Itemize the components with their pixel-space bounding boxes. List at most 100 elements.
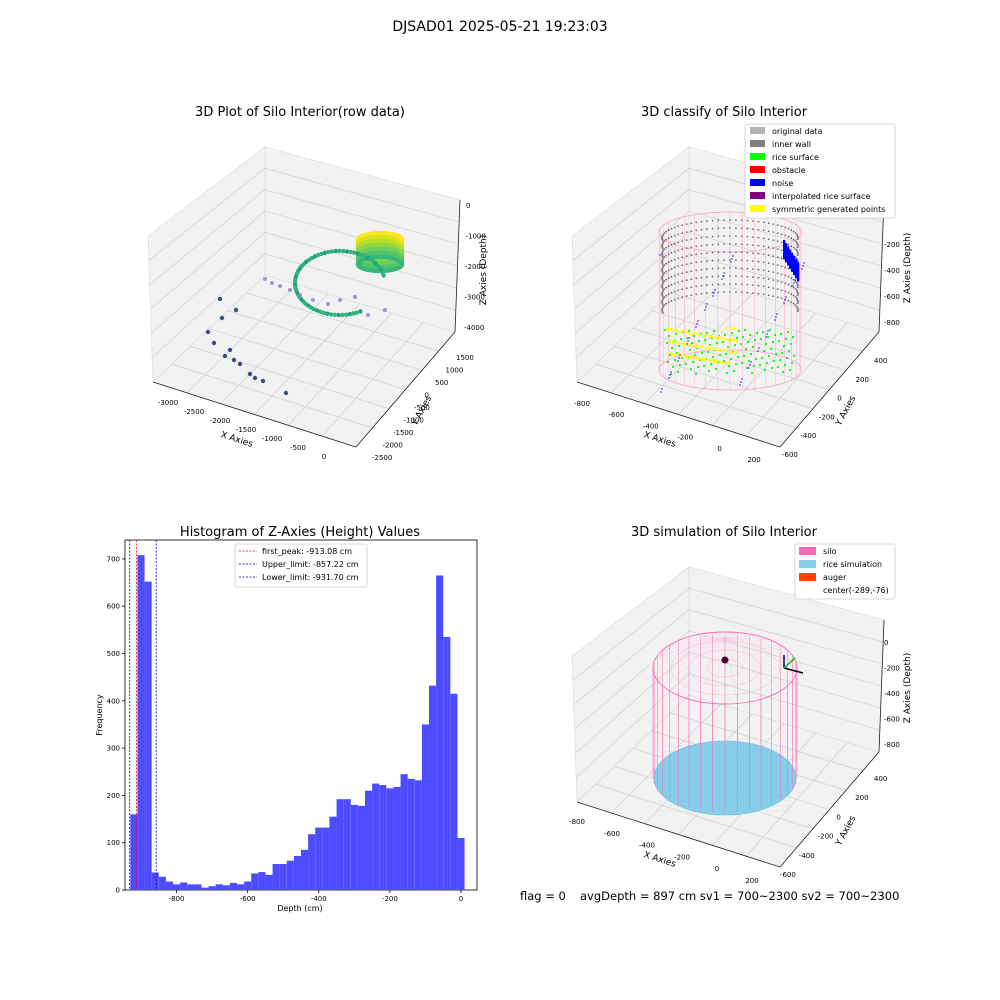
- classify-3d-point: [673, 226, 676, 229]
- classify-3d-point: [722, 359, 726, 363]
- classify-3d-point: [717, 219, 720, 222]
- classify-3d-point: [690, 270, 693, 273]
- classify-3d-point: [787, 299, 790, 302]
- classify-3d-point: [693, 331, 697, 335]
- classify-3d-point: [757, 350, 759, 352]
- classify-3d-point: [735, 283, 737, 285]
- classify-3d-point: [785, 256, 788, 259]
- classify-3d-point: [732, 369, 736, 373]
- classify-3d-point: [690, 238, 693, 241]
- classify-3d-point: [793, 269, 796, 272]
- classify-3d-point: [787, 243, 790, 246]
- classify-3d-point: [795, 289, 798, 292]
- classify-3d-point: [673, 242, 676, 245]
- classify-3d-point: [752, 228, 754, 231]
- classify-3d-point: [690, 278, 693, 281]
- raw-3d-point: [328, 312, 334, 317]
- histogram-bar: [293, 855, 301, 890]
- classify-3d-point: [710, 346, 714, 350]
- classify-3d-point: [727, 361, 731, 365]
- classify-3d-point: [685, 247, 688, 250]
- classify-3d-point: [690, 286, 693, 289]
- classify-3d-points: [659, 219, 805, 393]
- classify-3d-point: [780, 265, 783, 268]
- legend-swatch: [750, 166, 765, 173]
- simulation-3d-x-tick-label: -400: [639, 842, 655, 850]
- classify-3d-point: [791, 258, 794, 261]
- classify-3d-point: [663, 328, 667, 332]
- classify-3d-point: [749, 352, 753, 356]
- classify-3d-point: [701, 345, 705, 349]
- classify-3d-point: [729, 227, 731, 229]
- classify-3d-point: [704, 346, 708, 350]
- raw-3d-point: [344, 249, 350, 254]
- classify-3d-point: [744, 347, 748, 351]
- raw-3d-point: [399, 252, 405, 258]
- classify-3d-point: [700, 220, 703, 223]
- classify-3d-point: [685, 279, 688, 281]
- classify-3d-point: [700, 356, 704, 360]
- classify-3d-point: [735, 235, 737, 238]
- classify-3d-point: [796, 254, 799, 257]
- classify-3d-point: [662, 297, 665, 300]
- classify-3d-point: [661, 267, 664, 270]
- classify-3d-point: [785, 247, 788, 250]
- classify-3d-point: [797, 260, 799, 263]
- classify-3d-point: [670, 259, 673, 262]
- classify-3d-point: [757, 292, 760, 295]
- legend-label: inner wall: [772, 140, 811, 149]
- classify-3d-point: [785, 258, 788, 261]
- classify-3d-point: [795, 260, 798, 263]
- classify-3d-point: [700, 252, 703, 255]
- simulation-3d-gridline: [572, 588, 690, 681]
- classify-3d-point: [793, 263, 796, 266]
- raw-3d-point: [383, 308, 387, 312]
- histogram-bar: [322, 827, 330, 890]
- classify-3d-point: [787, 283, 790, 286]
- classify-3d-point: [661, 295, 664, 298]
- classify-3d-point: [662, 233, 665, 236]
- legend-swatch: [750, 153, 765, 160]
- classify-3d-point: [763, 368, 767, 372]
- classify-3d-point: [683, 343, 687, 347]
- classify-3d-point: [662, 281, 665, 284]
- classify-3d-point: [795, 305, 798, 308]
- classify-3d-point: [695, 221, 698, 224]
- classify-3d-point: [700, 260, 703, 263]
- classify-3d-point: [797, 270, 800, 273]
- classify-3d-point: [661, 294, 664, 297]
- classify-3d-point: [714, 336, 718, 340]
- classify-3d-point: [767, 294, 770, 297]
- classify-3d-point: [793, 262, 796, 265]
- classify-3d-point: [767, 278, 770, 281]
- classify-3d-point: [661, 254, 664, 257]
- classify-3d-point: [700, 358, 704, 362]
- classify-3d-point: [723, 219, 725, 222]
- simulation-3d-y-tick-label: -200: [818, 833, 834, 841]
- classify-3d-point: [789, 250, 792, 254]
- classify-3d-point: [667, 229, 670, 232]
- raw-3d-x-tick-label: -1000: [262, 435, 282, 443]
- silo-roof-wire: [724, 637, 738, 702]
- classify-3d-point: [736, 355, 740, 359]
- classify-3d-point: [762, 237, 765, 240]
- classify-3d-point: [791, 255, 794, 258]
- classify-3d-point: [711, 235, 714, 238]
- classify-3d-x-tick-label: -600: [608, 411, 624, 419]
- classify-3d-point: [793, 261, 796, 264]
- classify-3d-point: [795, 269, 798, 272]
- classify-3d-point: [791, 261, 794, 265]
- raw-3d-point: [338, 298, 342, 302]
- raw-3d-gridline: [151, 232, 266, 334]
- histogram-bar: [421, 724, 429, 890]
- classify-3d-point: [757, 268, 760, 271]
- histogram-bar: [372, 783, 380, 890]
- classify-3d-point: [797, 300, 799, 303]
- classify-3d-point: [772, 255, 775, 257]
- classify-3d-point: [790, 301, 793, 304]
- classify-3d-gridline: [573, 189, 690, 285]
- raw-3d-x-tick-label: -500: [290, 444, 306, 452]
- classify-3d-point: [795, 241, 798, 244]
- classify-3d-xlabel: X Axies: [642, 430, 677, 450]
- classify-3d-point: [767, 246, 770, 249]
